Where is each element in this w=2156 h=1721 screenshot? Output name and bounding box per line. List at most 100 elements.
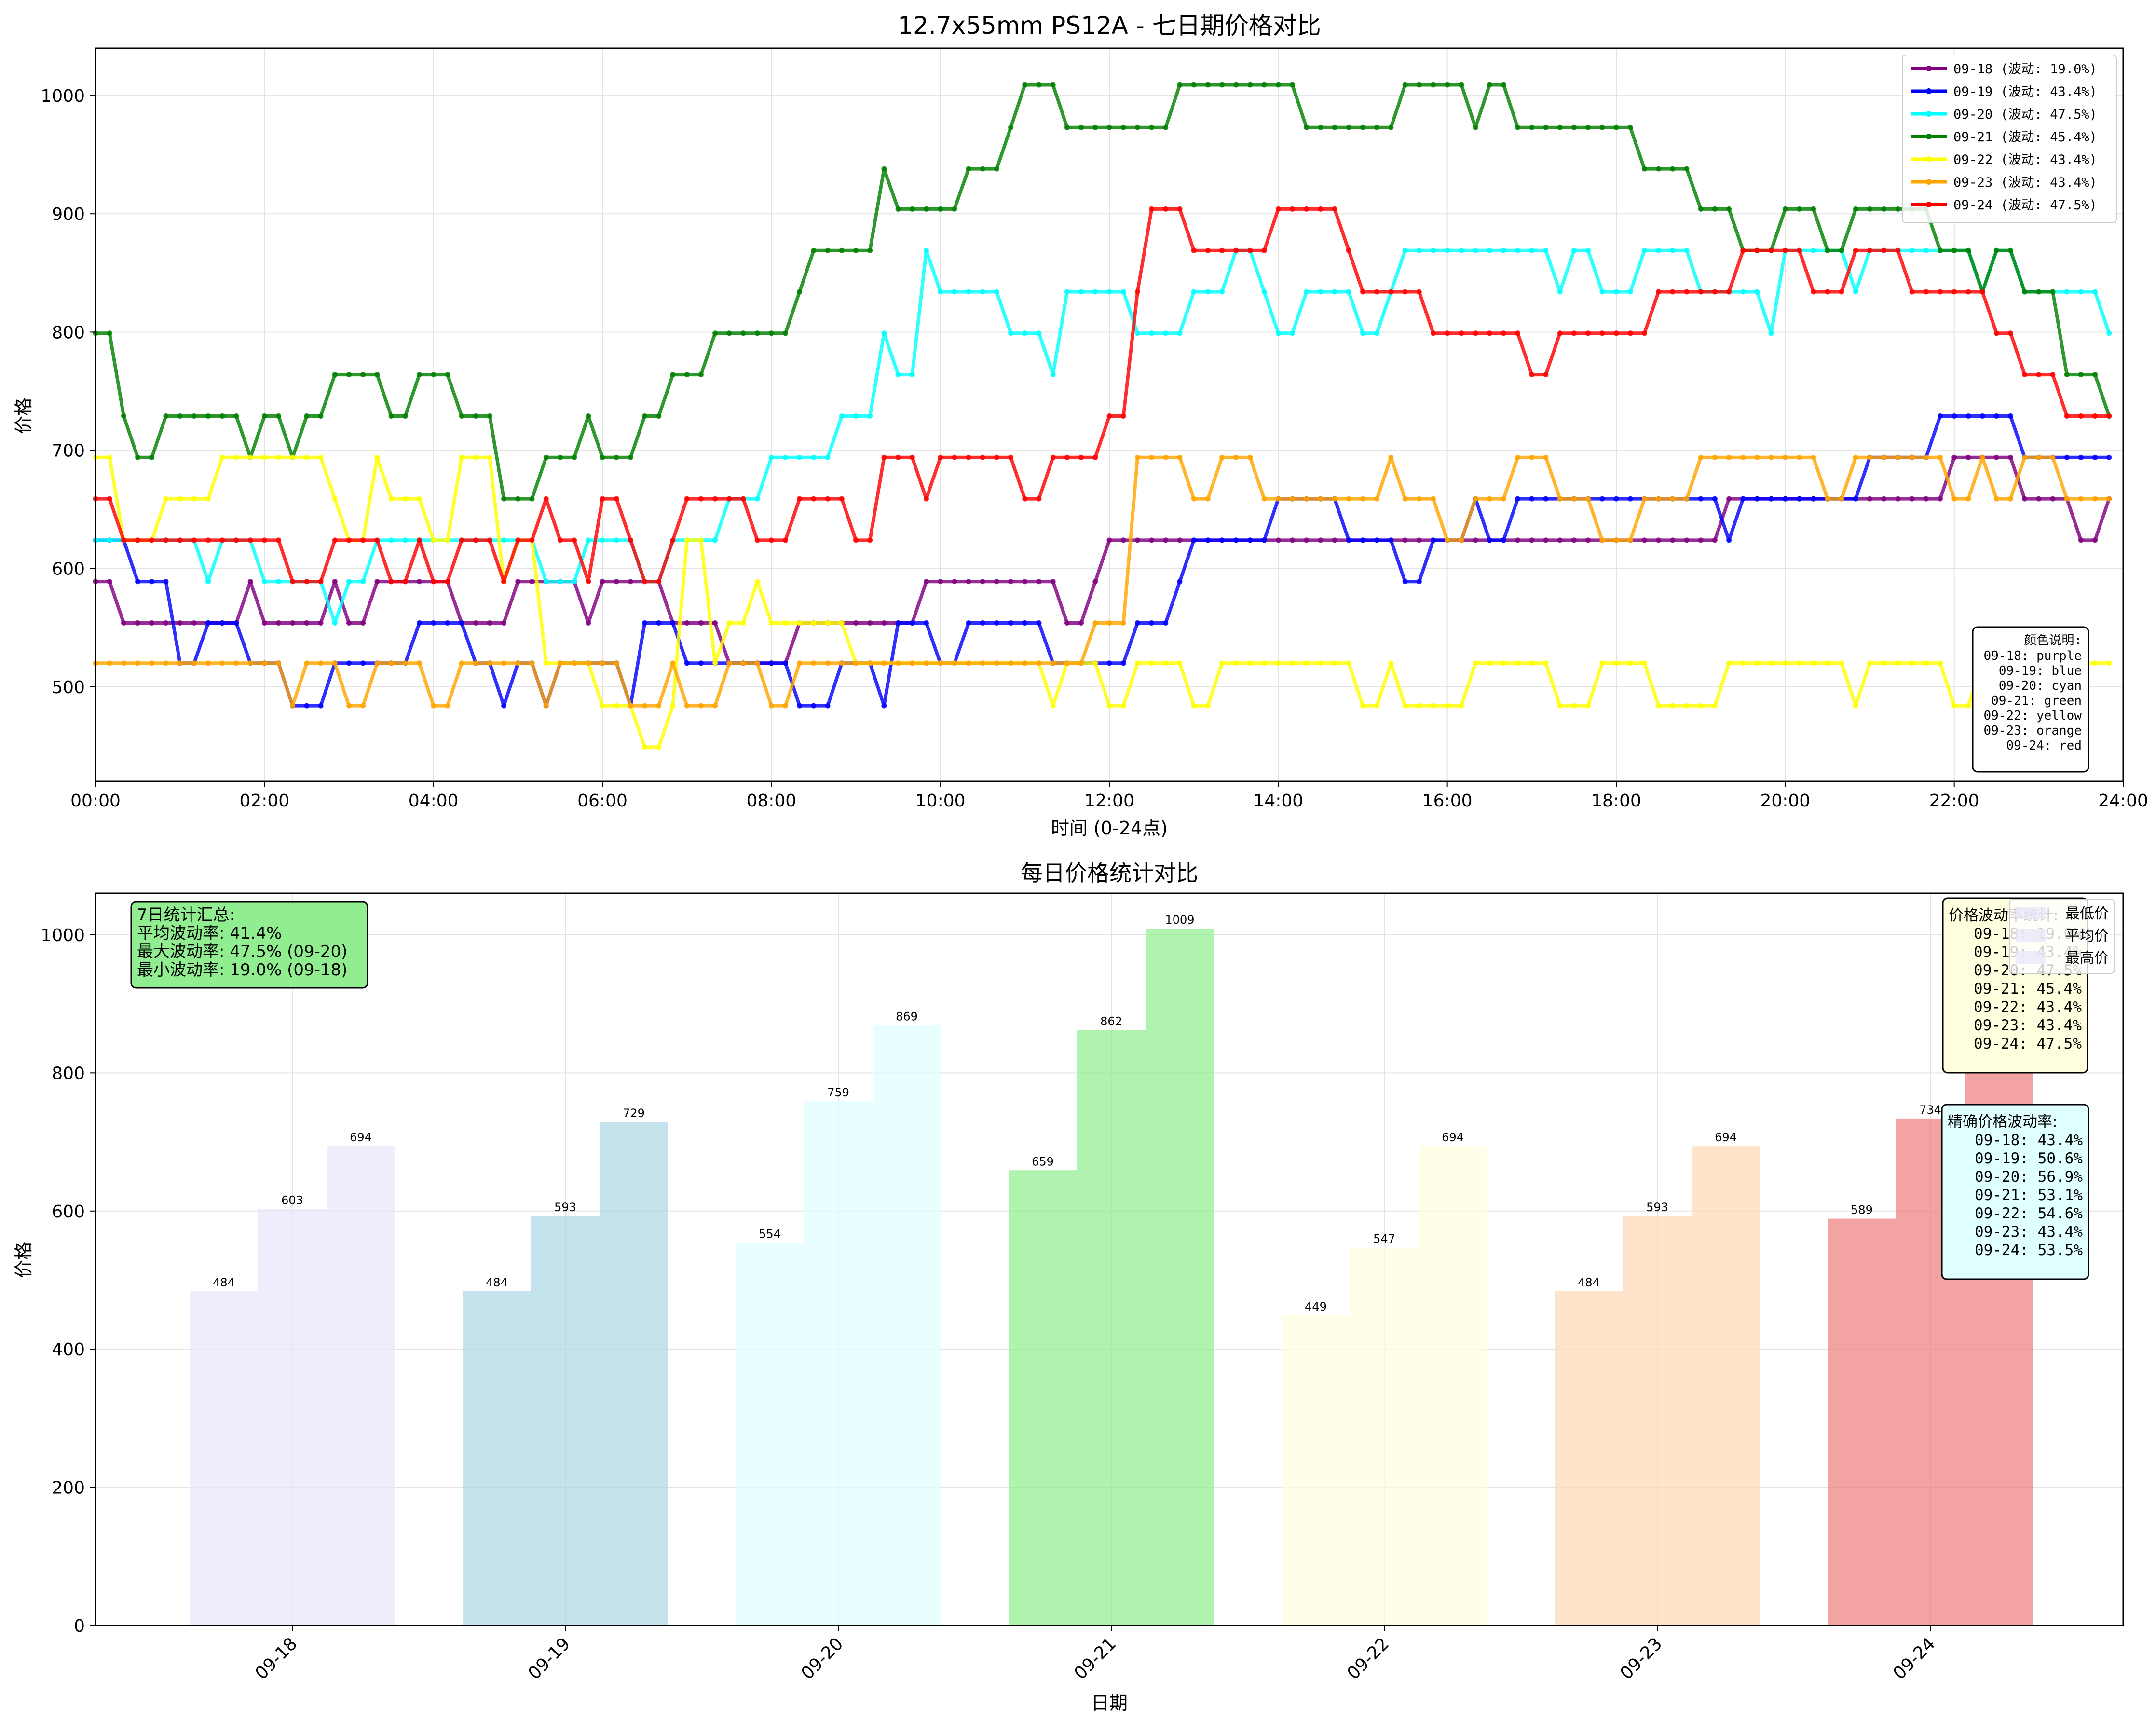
- data-point: [768, 620, 774, 626]
- data-point: [2036, 289, 2042, 295]
- data-point: [135, 579, 141, 585]
- legend-label: 09-22 (波动: 43.4%): [1953, 152, 2097, 167]
- data-point: [417, 660, 422, 666]
- data-point: [1431, 496, 1436, 502]
- data-point: [684, 660, 690, 666]
- legend-label: 09-23 (波动: 43.4%): [1953, 175, 2097, 190]
- data-point: [642, 744, 648, 750]
- bar-chart-title: 每日价格统计对比: [1021, 860, 1198, 886]
- data-point: [2007, 330, 2013, 336]
- data-point: [1318, 537, 1324, 543]
- data-point: [1149, 537, 1155, 543]
- data-point: [1332, 124, 1337, 130]
- summary-box: 7日统计汇总:平均波动率: 41.4%最大波动率: 47.5% (09-20)最…: [130, 901, 368, 989]
- data-point: [712, 620, 718, 626]
- data-point: [1712, 289, 1718, 295]
- data-point: [1247, 82, 1253, 88]
- x-tick-label: 04:00: [409, 791, 459, 811]
- data-point: [1543, 247, 1549, 253]
- data-point: [1965, 289, 1971, 295]
- data-point: [924, 496, 929, 502]
- data-point: [177, 620, 183, 626]
- data-point: [2050, 289, 2056, 295]
- data-point: [952, 206, 957, 212]
- line-chart-ylabel: 价格: [13, 397, 34, 434]
- bar-value-label: 862: [1100, 1015, 1122, 1028]
- data-point: [1360, 496, 1365, 502]
- data-point: [1149, 660, 1155, 666]
- data-point: [177, 413, 183, 419]
- data-point: [304, 454, 310, 460]
- data-point: [754, 537, 760, 543]
- data-point: [952, 289, 957, 295]
- data-point: [2078, 454, 2084, 460]
- volatility-line: 09-21: 45.4%: [1974, 980, 2082, 997]
- data-point: [2064, 454, 2070, 460]
- data-point: [1106, 124, 1112, 130]
- data-point: [346, 579, 352, 585]
- bar-最高价: [1419, 1146, 1487, 1625]
- data-point: [1557, 537, 1563, 543]
- data-point: [1825, 660, 1830, 666]
- data-point: [1487, 330, 1492, 336]
- data-point: [1754, 454, 1760, 460]
- data-point: [712, 703, 718, 709]
- data-point: [1698, 537, 1704, 543]
- data-point: [1360, 537, 1365, 543]
- data-point: [445, 703, 450, 709]
- data-point: [980, 620, 985, 626]
- data-point: [600, 496, 605, 502]
- data-point: [684, 620, 690, 626]
- data-point: [1656, 537, 1662, 543]
- data-point: [895, 620, 901, 626]
- data-point: [1684, 496, 1690, 502]
- data-point: [233, 413, 239, 419]
- data-point: [1881, 454, 1887, 460]
- data-point: [1557, 703, 1563, 709]
- data-point: [811, 660, 817, 666]
- data-point: [1993, 413, 1999, 419]
- data-point: [1120, 703, 1126, 709]
- bar-value-label: 729: [623, 1106, 645, 1120]
- bar-最低价: [463, 1291, 531, 1625]
- data-point: [107, 496, 112, 502]
- data-point: [1191, 496, 1197, 502]
- data-point: [1754, 496, 1760, 502]
- data-point: [1782, 660, 1788, 666]
- data-point: [1149, 620, 1155, 626]
- data-point: [1768, 496, 1774, 502]
- data-point: [600, 537, 605, 543]
- data-point: [1656, 289, 1662, 295]
- data-point: [332, 660, 338, 666]
- data-point: [1275, 537, 1281, 543]
- data-point: [1627, 537, 1633, 543]
- data-point: [783, 454, 788, 460]
- legend-marker: [1926, 111, 1932, 117]
- data-point: [1233, 537, 1239, 543]
- volatility-line: 09-22: 43.4%: [1974, 998, 2082, 1016]
- data-point: [205, 537, 211, 543]
- data-point: [219, 660, 225, 666]
- data-point: [1036, 330, 1042, 336]
- data-point: [1613, 330, 1619, 336]
- data-point: [1205, 82, 1211, 88]
- data-point: [1205, 703, 1211, 709]
- data-point: [346, 537, 352, 543]
- data-point: [853, 537, 859, 543]
- precise-line: 09-21: 53.1%: [1975, 1187, 2083, 1204]
- bar-chart-frame: [95, 892, 2124, 1626]
- color-note-title: 颜色说明:: [2024, 633, 2082, 648]
- data-point: [1078, 454, 1084, 460]
- data-point: [867, 660, 873, 666]
- data-point: [360, 660, 366, 666]
- data-point: [402, 579, 408, 585]
- data-point: [1501, 247, 1506, 253]
- data-point: [586, 620, 591, 626]
- data-point: [1134, 537, 1140, 543]
- data-point: [247, 660, 253, 666]
- data-point: [431, 372, 437, 378]
- data-point: [1318, 496, 1324, 502]
- data-point: [1881, 206, 1887, 212]
- data-point: [1965, 413, 1971, 419]
- data-point: [1585, 124, 1591, 130]
